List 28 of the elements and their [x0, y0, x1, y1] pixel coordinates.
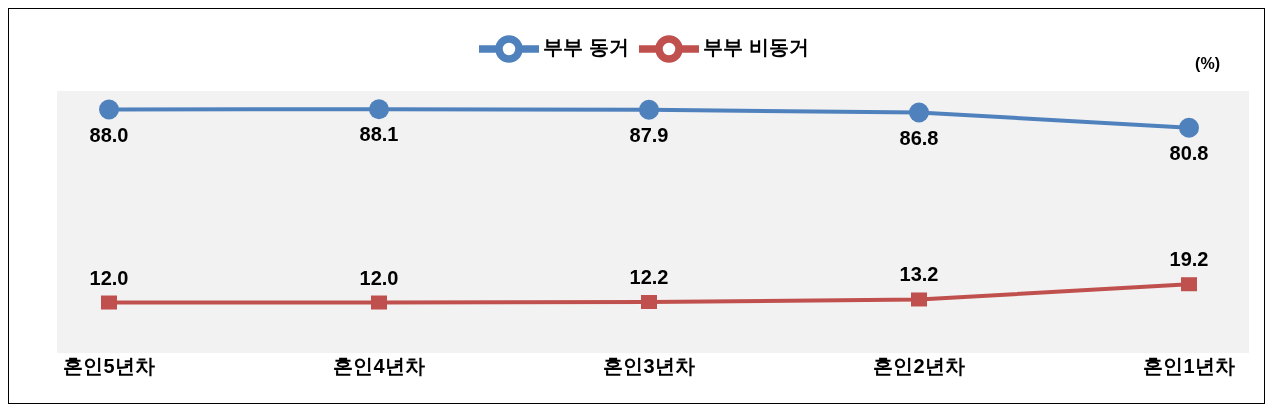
legend-label: 부부 비동거 [703, 36, 809, 59]
data-label: 87.9 [629, 123, 669, 146]
point [639, 99, 659, 120]
x-tick-label: 혼인5년차 [63, 355, 155, 378]
data-label: 19.2 [1169, 248, 1209, 271]
x-tick-label: 혼인1년차 [1143, 355, 1235, 378]
x-tick-label: 혼인3년차 [603, 355, 695, 378]
point [641, 295, 657, 310]
point [371, 295, 387, 310]
x-tick-label: 혼인2년차 [873, 355, 965, 378]
point [1181, 277, 1197, 292]
x-tick-label: 혼인4년차 [333, 355, 425, 378]
data-label: 88.0 [89, 123, 129, 146]
point [1179, 117, 1199, 138]
legend-label: 부부 동거 [543, 36, 629, 59]
data-label: 13.2 [899, 263, 939, 286]
text: (%) [1195, 55, 1220, 73]
point [369, 99, 389, 120]
data-label: 12.0 [359, 266, 399, 289]
point [99, 99, 119, 120]
data-label: 12.0 [89, 266, 129, 289]
point [101, 295, 117, 310]
data-label: 80.8 [1169, 141, 1209, 164]
data-label: 88.1 [359, 123, 399, 146]
data-label: 12.2 [629, 266, 669, 289]
data-label: 86.8 [899, 126, 939, 149]
point [909, 102, 929, 123]
point [911, 292, 927, 307]
